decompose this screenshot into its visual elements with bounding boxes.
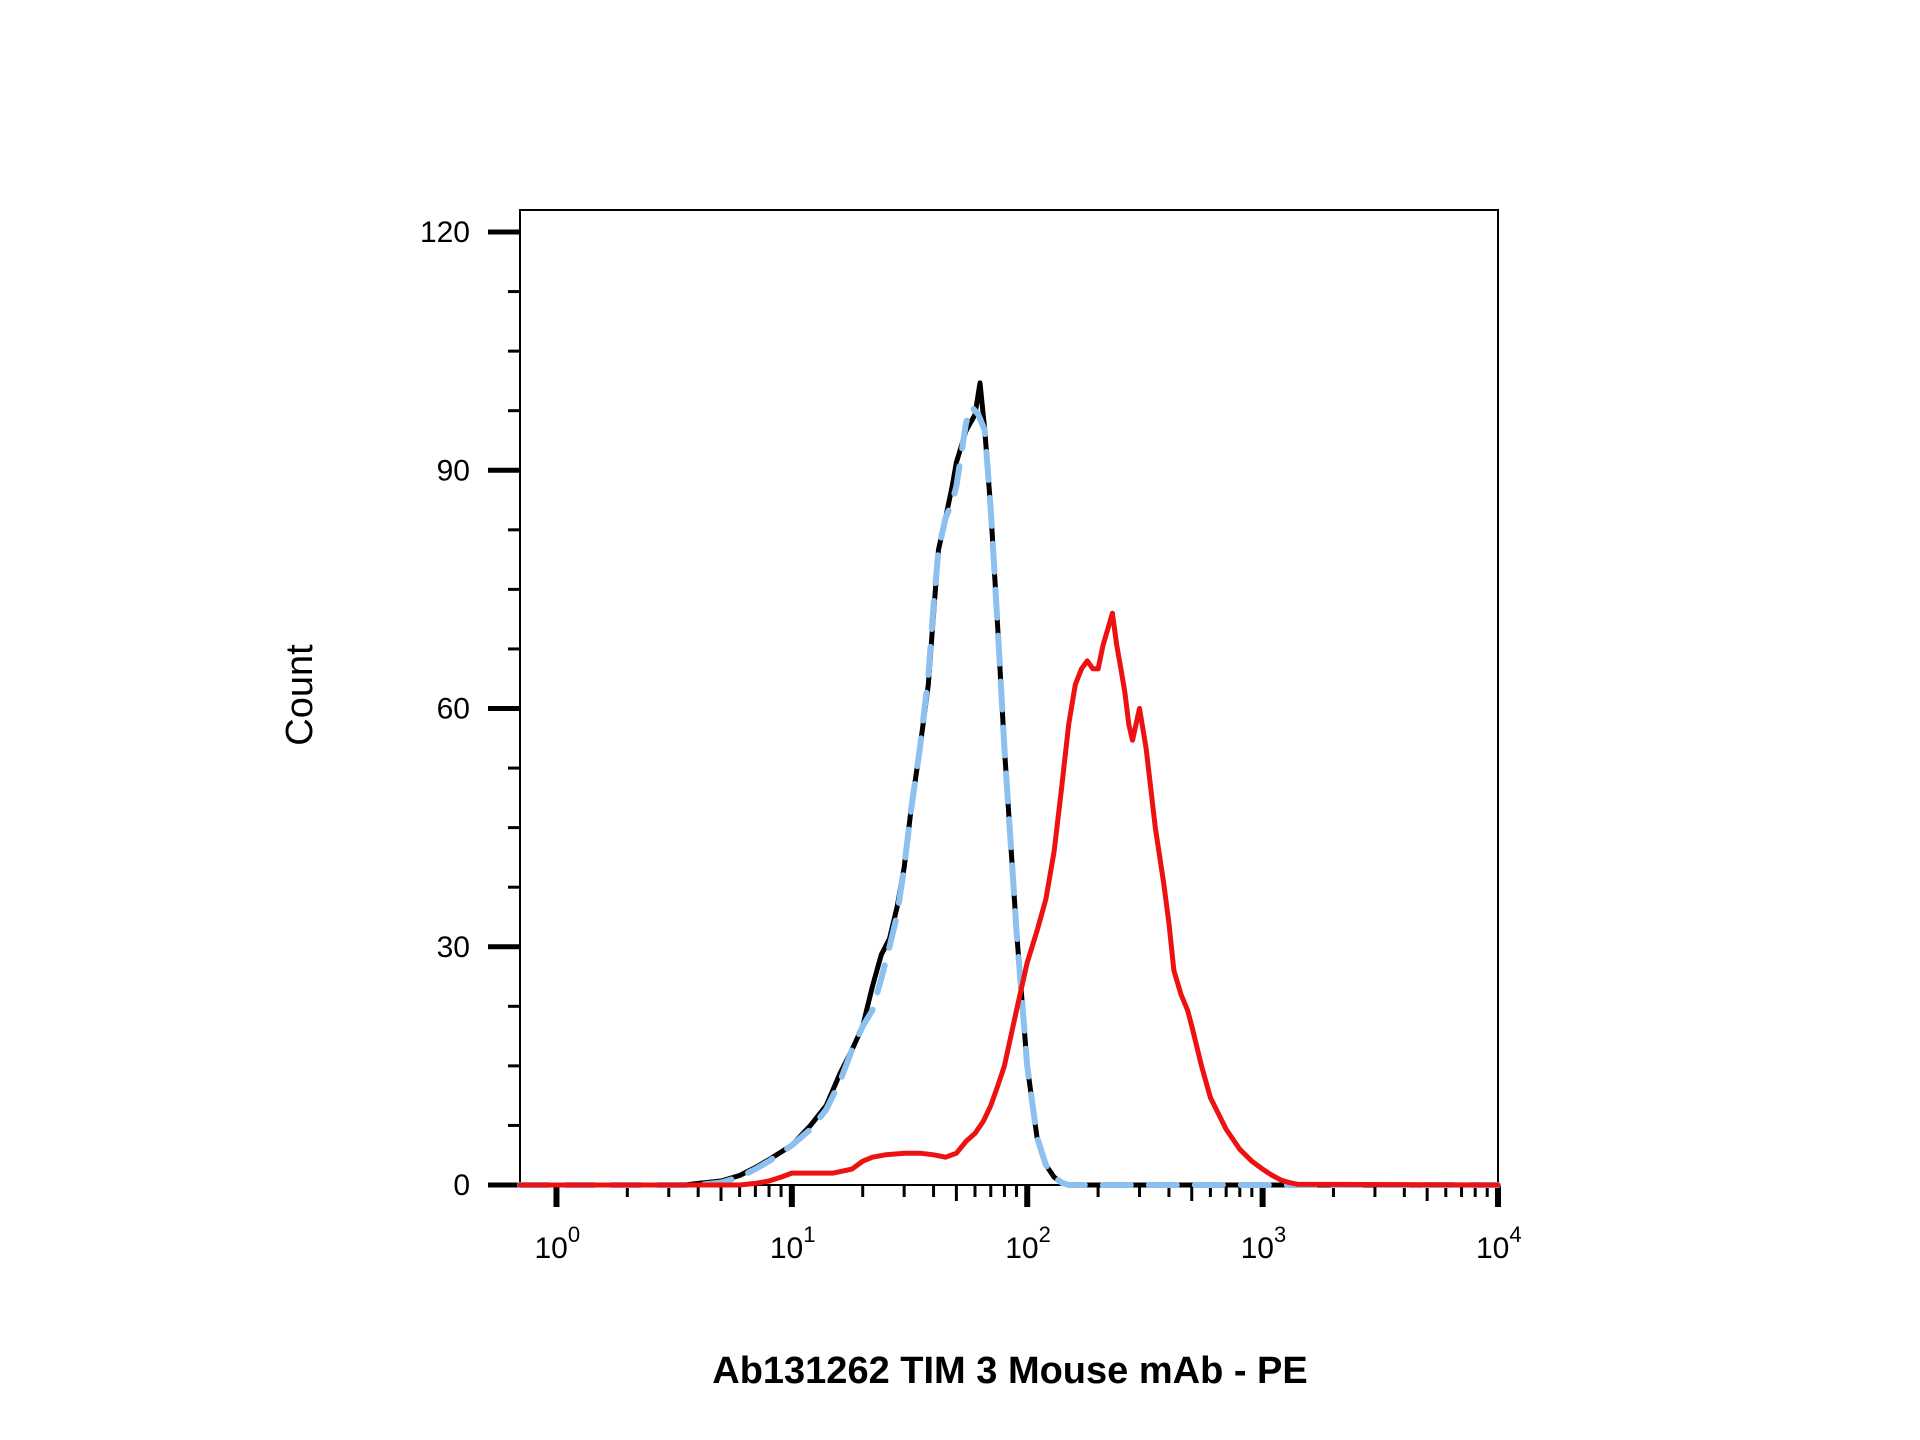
x-tick-label: 100 — [534, 1222, 580, 1265]
x-axis-title: Ab131262 TIM 3 Mouse mAb - PE — [712, 1350, 1308, 1392]
x-axis: 100 101 102 103 104 — [534, 1185, 1522, 1265]
series-layer — [517, 380, 1501, 1188]
x-tick-label: 104 — [1476, 1222, 1522, 1265]
y-axis-title: Count — [279, 644, 321, 746]
x-tick-label: 103 — [1241, 1222, 1287, 1265]
x-tick-label: 102 — [1005, 1222, 1051, 1265]
y-tick-label: 60 — [437, 693, 470, 726]
series-line-3 — [517, 610, 1501, 1188]
series-line-2 — [517, 403, 1501, 1188]
y-tick-label: 30 — [437, 931, 470, 964]
y-tick-label: 90 — [437, 454, 470, 487]
plot-frame — [519, 209, 1499, 1186]
y-tick-label: 0 — [453, 1169, 470, 1202]
x-tick-label: 101 — [770, 1222, 816, 1265]
y-axis: 0 30 60 90 120 — [420, 216, 520, 1202]
y-tick-label: 120 — [420, 216, 470, 249]
